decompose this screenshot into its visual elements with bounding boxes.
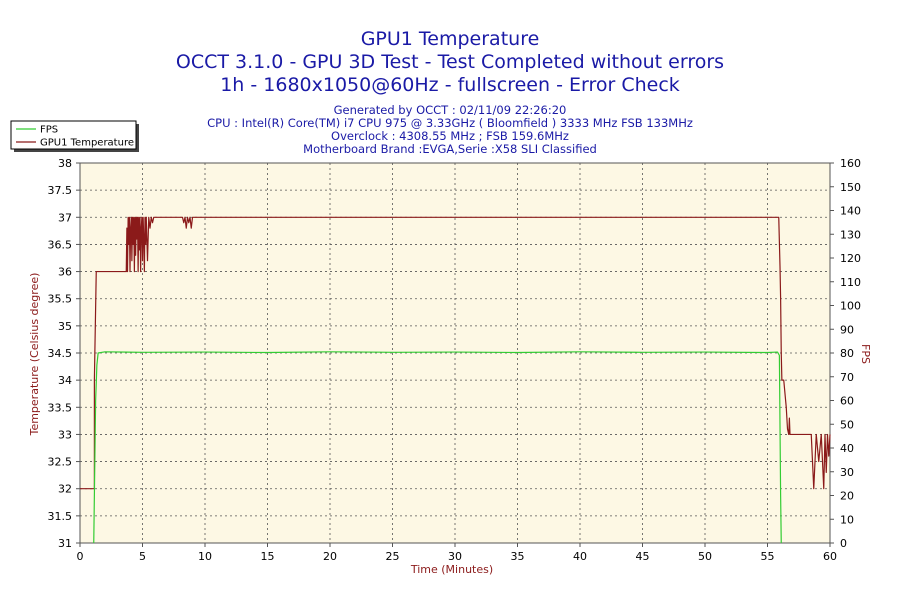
- x-tick-label: 30: [448, 550, 462, 563]
- y-right-tick-label: 10: [840, 513, 854, 526]
- y-right-tick-label: 120: [840, 252, 861, 265]
- y-right-tick-label: 100: [840, 300, 861, 313]
- x-tick-label: 0: [77, 550, 84, 563]
- y-right-tick-label: 130: [840, 228, 861, 241]
- y-left-tick-label: 35: [58, 320, 72, 333]
- y-axis-right-label: FPS: [859, 344, 872, 364]
- info-overclock: Overclock : 4308.55 MHz ; FSB 159.6MHz: [331, 129, 569, 143]
- info-motherboard: Motherboard Brand :EVGA,Serie :X58 SLI C…: [303, 142, 597, 156]
- series-line-gpu1-temperature: [80, 216, 831, 490]
- y-right-tick-label: 80: [840, 347, 854, 360]
- y-right-tick-label: 40: [840, 442, 854, 455]
- legend: FPS GPU1 Temperature: [10, 120, 139, 152]
- axis-ticks: 0 5 10 15 20 25 30 35 40 45 50 55 60 31 31.5 32 32.5 33 33…: [48, 157, 862, 563]
- legend-label-fps: FPS: [40, 125, 58, 136]
- y-right-tick-label: 20: [840, 490, 854, 503]
- y-left-tick-label: 37: [58, 211, 72, 224]
- y-right-tick-label: 150: [840, 181, 861, 194]
- x-tick-label: 35: [511, 550, 525, 563]
- x-tick-label: 40: [573, 550, 587, 563]
- y-right-tick-label: 110: [840, 276, 861, 289]
- y-right-tick-label: 70: [840, 371, 854, 384]
- x-tick-label: 20: [323, 550, 337, 563]
- y-axis-left-label: Temperature (Celsius degree): [28, 273, 41, 437]
- info-cpu: CPU : Intel(R) Core(TM) i7 CPU 975 @ 3.3…: [207, 116, 693, 130]
- x-tick-label: 25: [386, 550, 400, 563]
- y-right-tick-label: 50: [840, 418, 854, 431]
- legend-label-temperature: GPU1 Temperature: [40, 138, 134, 149]
- y-right-tick-label: 140: [840, 205, 861, 218]
- x-tick-label: 45: [636, 550, 650, 563]
- y-left-tick-label: 32.5: [48, 456, 73, 469]
- y-right-tick-label: 0: [840, 537, 847, 550]
- y-left-tick-label: 31: [58, 537, 72, 550]
- chart-title: GPU1 Temperature: [361, 28, 540, 50]
- y-right-tick-label: 160: [840, 157, 861, 170]
- y-right-tick-label: 90: [840, 323, 854, 336]
- y-left-tick-label: 36.5: [48, 238, 73, 251]
- x-tick-label: 50: [698, 550, 712, 563]
- legend-box: [10, 120, 137, 150]
- y-left-tick-label: 38: [58, 157, 72, 170]
- chart-subtitle-1: OCCT 3.1.0 - GPU 3D Test - Test Complete…: [176, 51, 724, 73]
- x-tick-label: 15: [261, 550, 275, 563]
- chart-subtitle-2: 1h - 1680x1050@60Hz - fullscreen - Error…: [220, 74, 680, 96]
- y-right-tick-label: 60: [840, 395, 854, 408]
- series-line-fps: [93, 351, 782, 544]
- x-tick-label: 10: [198, 550, 212, 563]
- y-left-tick-label: 33: [58, 428, 72, 441]
- y-left-tick-label: 33.5: [48, 401, 73, 414]
- x-axis-label: Time (Minutes): [410, 563, 493, 576]
- y-left-tick-label: 37.5: [48, 184, 73, 197]
- y-left-tick-label: 34.5: [48, 347, 73, 360]
- info-generated: Generated by OCCT : 02/11/09 22:26:20: [334, 103, 567, 117]
- gridlines: [80, 163, 830, 543]
- y-left-tick-label: 31.5: [48, 510, 73, 523]
- x-tick-label: 60: [823, 550, 837, 563]
- y-right-tick-label: 30: [840, 466, 854, 479]
- y-left-tick-label: 34: [58, 374, 72, 387]
- y-left-tick-label: 35.5: [48, 293, 73, 306]
- x-tick-label: 5: [139, 550, 146, 563]
- series: [80, 216, 831, 544]
- y-left-tick-label: 32: [58, 483, 72, 496]
- x-tick-label: 55: [761, 550, 775, 563]
- y-left-tick-label: 36: [58, 266, 72, 279]
